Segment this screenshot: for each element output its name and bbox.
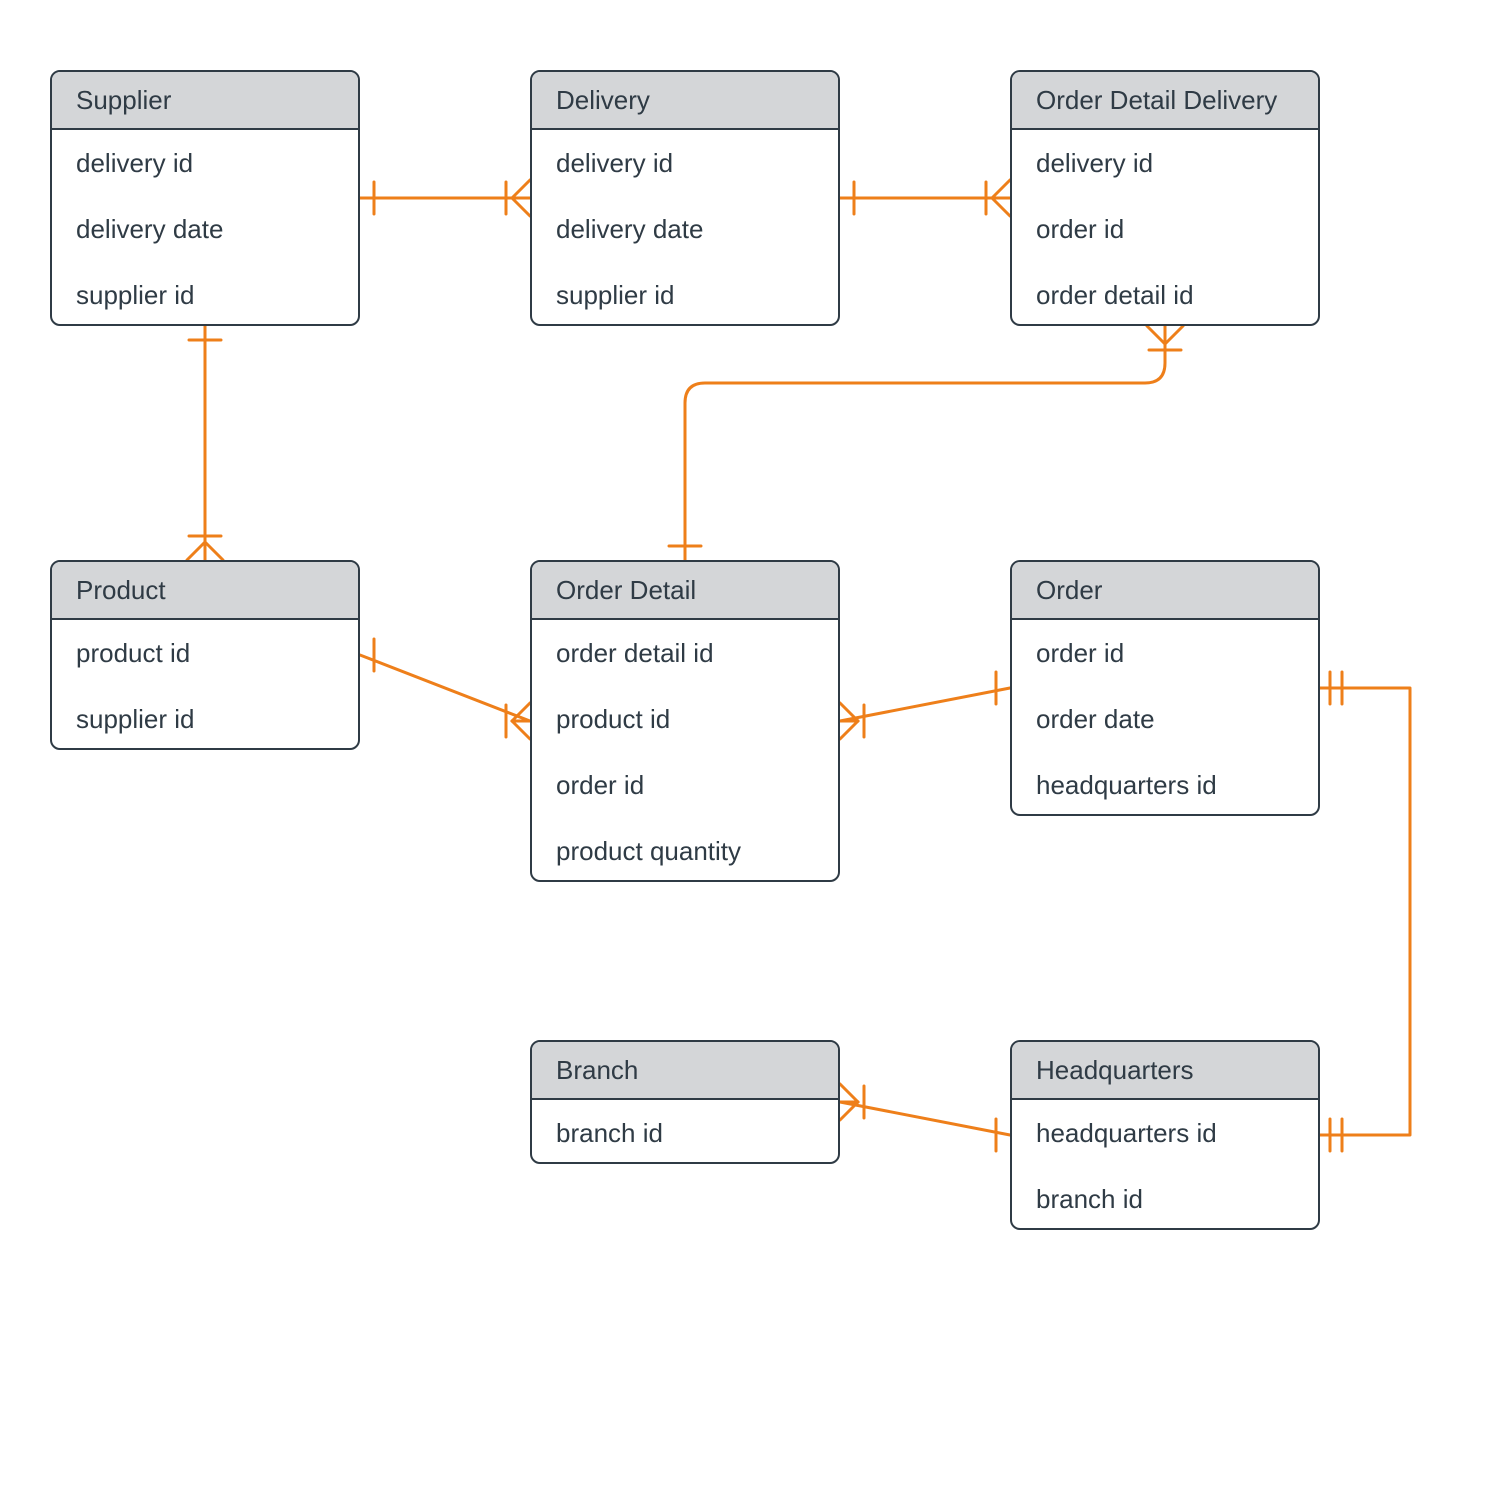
entity-attr: headquarters id	[1036, 770, 1318, 801]
entity-attr: headquarters id	[1036, 1118, 1318, 1149]
edge-end	[506, 180, 530, 216]
edge	[360, 655, 530, 721]
entity-attrs: order detail id product id order id product…	[532, 620, 838, 882]
entity-attrs: product id supplier id	[52, 620, 358, 750]
edge-end	[1330, 672, 1342, 704]
edge	[840, 1102, 1010, 1135]
entity-title: Order Detail	[532, 562, 838, 620]
entity-title: Supplier	[52, 72, 358, 130]
entity-attr: product id	[556, 704, 838, 735]
entity-attrs: headquarters id branch id	[1012, 1100, 1318, 1230]
entity-title: Product	[52, 562, 358, 620]
entity-title: Order	[1012, 562, 1318, 620]
entity-order: Order order id order date headquarters id	[1010, 560, 1320, 816]
edge-end	[1330, 1119, 1342, 1151]
entity-product: Product product id supplier id	[50, 560, 360, 750]
entity-attrs: delivery id order id order detail id	[1012, 130, 1318, 326]
entity-odd: Order Detail Delivery delivery id order id…	[1010, 70, 1320, 326]
entity-title: Order Detail Delivery	[1012, 72, 1318, 130]
entity-attr: delivery id	[76, 148, 358, 179]
entity-attrs: delivery id delivery date supplier id	[52, 130, 358, 326]
edge-end	[840, 1084, 864, 1120]
entity-attr: supplier id	[76, 280, 358, 311]
entity-attr: delivery date	[556, 214, 838, 245]
entity-hq: Headquarters headquarters id branch id	[1010, 1040, 1320, 1230]
edge	[1320, 688, 1410, 1135]
entity-title: Delivery	[532, 72, 838, 130]
entity-attr: order id	[1036, 638, 1318, 669]
edge	[685, 326, 1165, 560]
entity-attrs: order id order date headquarters id	[1012, 620, 1318, 816]
entity-attr: delivery date	[76, 214, 358, 245]
entity-supplier: Supplier delivery id delivery date supplier…	[50, 70, 360, 326]
edge-end	[986, 180, 1010, 216]
entity-title: Branch	[532, 1042, 838, 1100]
entity-attr: branch id	[1036, 1184, 1318, 1215]
entity-attr: supplier id	[556, 280, 838, 311]
entity-attr: product quantity	[556, 836, 838, 867]
entity-title: Headquarters	[1012, 1042, 1318, 1100]
entity-attr: order detail id	[556, 638, 838, 669]
edge-end	[840, 703, 864, 739]
edge-end	[1147, 326, 1183, 350]
entity-attr: product id	[76, 638, 358, 669]
entity-delivery: Delivery delivery id delivery date supplier…	[530, 70, 840, 326]
entity-orderdetail: Order Detailorder detail idproduct idord…	[530, 560, 840, 882]
edge-end	[187, 536, 223, 560]
entity-attr: supplier id	[76, 704, 358, 735]
entity-attr: order id	[556, 770, 838, 801]
entity-attr: delivery id	[556, 148, 838, 179]
entity-branch: Branch branch id	[530, 1040, 840, 1164]
entity-attr: order detail id	[1036, 280, 1318, 311]
entity-attrs: branch id	[532, 1100, 838, 1164]
entity-attrs: delivery id delivery date supplier id	[532, 130, 838, 326]
entity-attr: branch id	[556, 1118, 838, 1149]
er-diagram: Supplier delivery id delivery date supplier…	[0, 0, 1500, 1500]
edge-end	[506, 703, 530, 739]
edge	[840, 688, 1010, 721]
entity-attr: order id	[1036, 214, 1318, 245]
entity-attr: order date	[1036, 704, 1318, 735]
entity-attr: delivery id	[1036, 148, 1318, 179]
